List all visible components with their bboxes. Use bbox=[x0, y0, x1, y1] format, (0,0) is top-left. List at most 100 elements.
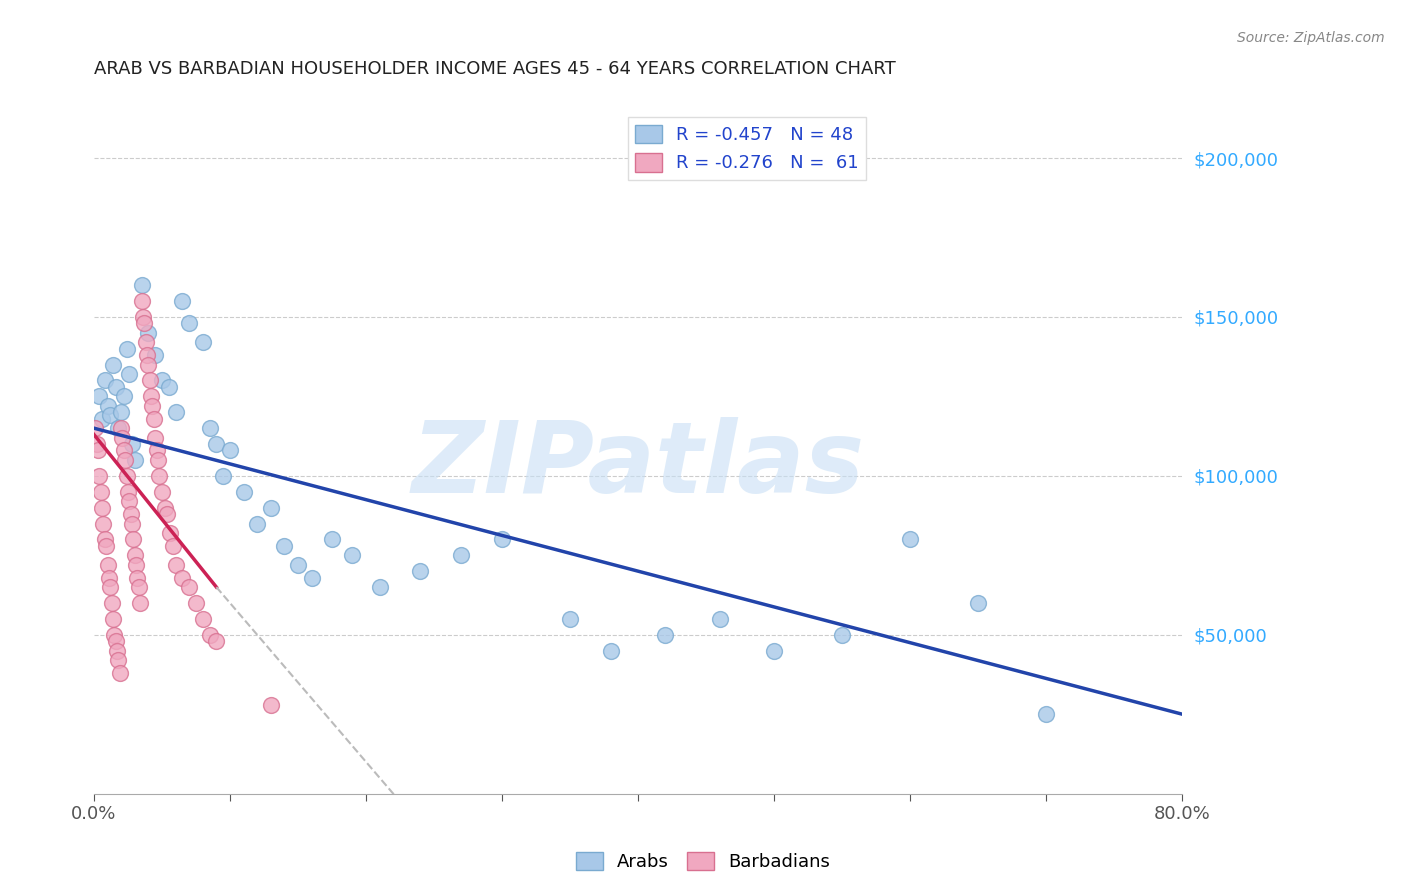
Point bbox=[104, 380, 127, 394]
Legend: Arabs, Barbadians: Arabs, Barbadians bbox=[568, 845, 838, 879]
Point bbox=[100, 596, 122, 610]
Point bbox=[146, 453, 169, 467]
Point bbox=[120, 507, 142, 521]
Point bbox=[342, 549, 364, 563]
Point bbox=[165, 558, 187, 572]
Text: ZIPatlas: ZIPatlas bbox=[412, 417, 865, 514]
Point bbox=[157, 380, 180, 394]
Point bbox=[124, 453, 146, 467]
Point bbox=[232, 484, 254, 499]
Point bbox=[98, 580, 121, 594]
Point bbox=[1035, 707, 1057, 722]
Point bbox=[121, 437, 143, 451]
Point bbox=[87, 443, 110, 458]
Point bbox=[90, 484, 112, 499]
Point bbox=[184, 596, 207, 610]
Point bbox=[654, 628, 676, 642]
Point bbox=[967, 596, 990, 610]
Point bbox=[107, 421, 129, 435]
Point bbox=[101, 358, 124, 372]
Point bbox=[112, 443, 135, 458]
Point bbox=[246, 516, 269, 531]
Point bbox=[111, 431, 134, 445]
Point bbox=[153, 500, 176, 515]
Point bbox=[558, 612, 581, 626]
Point bbox=[165, 405, 187, 419]
Point bbox=[96, 399, 118, 413]
Point bbox=[96, 558, 118, 572]
Point bbox=[143, 431, 166, 445]
Point bbox=[138, 326, 160, 340]
Point bbox=[121, 516, 143, 531]
Point bbox=[205, 437, 228, 451]
Point bbox=[179, 316, 201, 330]
Point bbox=[89, 468, 111, 483]
Point bbox=[131, 293, 153, 308]
Point bbox=[101, 612, 124, 626]
Point bbox=[129, 596, 152, 610]
Point bbox=[450, 549, 472, 563]
Point bbox=[115, 468, 138, 483]
Point bbox=[136, 348, 159, 362]
Point bbox=[105, 643, 128, 657]
Point bbox=[84, 421, 107, 435]
Point bbox=[198, 421, 221, 435]
Point bbox=[96, 539, 118, 553]
Point bbox=[118, 367, 141, 381]
Point bbox=[117, 484, 139, 499]
Point bbox=[273, 539, 295, 553]
Point bbox=[110, 405, 132, 419]
Point bbox=[135, 335, 157, 350]
Point bbox=[159, 526, 181, 541]
Point bbox=[409, 564, 432, 578]
Point bbox=[321, 533, 343, 547]
Text: ARAB VS BARBADIAN HOUSEHOLDER INCOME AGES 45 - 64 YEARS CORRELATION CHART: ARAB VS BARBADIAN HOUSEHOLDER INCOME AGE… bbox=[94, 60, 896, 78]
Point bbox=[118, 494, 141, 508]
Point bbox=[94, 533, 117, 547]
Point bbox=[191, 335, 214, 350]
Point bbox=[114, 453, 136, 467]
Point bbox=[115, 342, 138, 356]
Point bbox=[260, 698, 283, 712]
Legend: R = -0.457   N = 48, R = -0.276   N =  61: R = -0.457 N = 48, R = -0.276 N = 61 bbox=[627, 118, 866, 179]
Point bbox=[179, 580, 201, 594]
Point bbox=[368, 580, 391, 594]
Point bbox=[156, 507, 179, 521]
Point bbox=[831, 628, 853, 642]
Point bbox=[91, 411, 114, 425]
Point bbox=[107, 653, 129, 667]
Point bbox=[172, 293, 194, 308]
Point bbox=[148, 468, 170, 483]
Point bbox=[143, 348, 166, 362]
Point bbox=[260, 500, 283, 515]
Point bbox=[898, 533, 921, 547]
Point bbox=[89, 389, 111, 403]
Text: Source: ZipAtlas.com: Source: ZipAtlas.com bbox=[1237, 31, 1385, 45]
Point bbox=[142, 411, 165, 425]
Point bbox=[93, 516, 115, 531]
Point bbox=[108, 665, 131, 680]
Point bbox=[103, 628, 125, 642]
Point bbox=[94, 374, 117, 388]
Point bbox=[122, 533, 145, 547]
Point bbox=[139, 389, 162, 403]
Point bbox=[212, 468, 235, 483]
Point bbox=[599, 643, 621, 657]
Point bbox=[172, 570, 194, 584]
Point bbox=[287, 558, 309, 572]
Point bbox=[219, 443, 242, 458]
Point bbox=[138, 374, 160, 388]
Point bbox=[301, 570, 323, 584]
Point bbox=[128, 580, 150, 594]
Point bbox=[131, 278, 153, 293]
Point bbox=[162, 539, 184, 553]
Point bbox=[709, 612, 731, 626]
Point bbox=[763, 643, 786, 657]
Point bbox=[86, 437, 108, 451]
Point bbox=[491, 533, 513, 547]
Point bbox=[112, 389, 135, 403]
Point bbox=[150, 374, 173, 388]
Point bbox=[91, 500, 114, 515]
Point bbox=[138, 358, 160, 372]
Point bbox=[132, 310, 155, 324]
